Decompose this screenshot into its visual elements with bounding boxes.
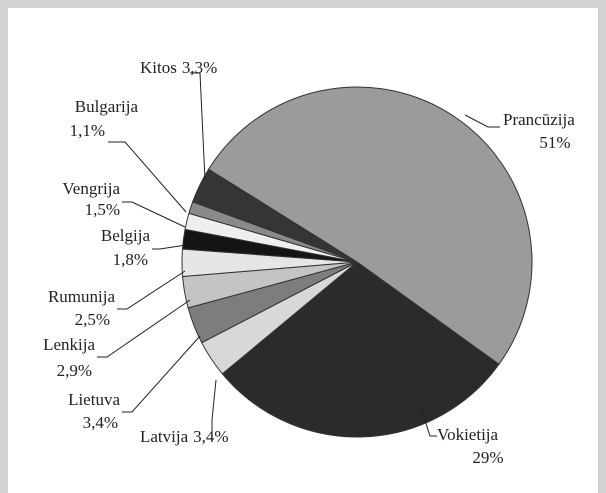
leader-line (117, 270, 186, 310)
value-label: 51% (539, 133, 570, 152)
value-label: 1,5% (85, 200, 120, 219)
value-label: 1,8% (113, 250, 148, 269)
data-label: Latvija 3,4% (140, 427, 229, 446)
category-label: Vokietija (437, 425, 499, 444)
leader-line (419, 404, 437, 437)
leader-line (190, 72, 206, 181)
pie-slice (207, 86, 533, 366)
category-label: Latvija (140, 427, 189, 446)
value-label: 1,1% (70, 121, 105, 140)
category-label: Vengrija (62, 179, 120, 198)
data-label: Kitos 3,3% (140, 58, 217, 77)
leader-line (108, 141, 187, 213)
value-label: 2,5% (75, 310, 110, 329)
category-label: Prancūzija (503, 110, 575, 129)
category-label: Rumunija (48, 287, 116, 306)
value-label: 3,4% (193, 427, 228, 446)
leader-line (152, 244, 187, 250)
value-label: 3,4% (83, 413, 118, 432)
category-label: Lenkija (43, 335, 95, 354)
pie-slice (221, 261, 500, 438)
leader-line (97, 299, 191, 358)
category-label: Bulgarija (75, 97, 139, 116)
category-label: Kitos (140, 58, 177, 77)
leader-line (211, 379, 217, 432)
leader-line (122, 201, 186, 228)
pie (181, 86, 533, 438)
leader-line (122, 335, 201, 413)
pie-slice (192, 168, 358, 263)
category-label: Lietuva (68, 390, 120, 409)
value-label: 29% (472, 448, 503, 467)
value-label: 3,3% (182, 58, 217, 77)
leader-line (464, 114, 500, 128)
category-label: Belgija (101, 226, 151, 245)
value-label: 2,9% (57, 361, 92, 380)
